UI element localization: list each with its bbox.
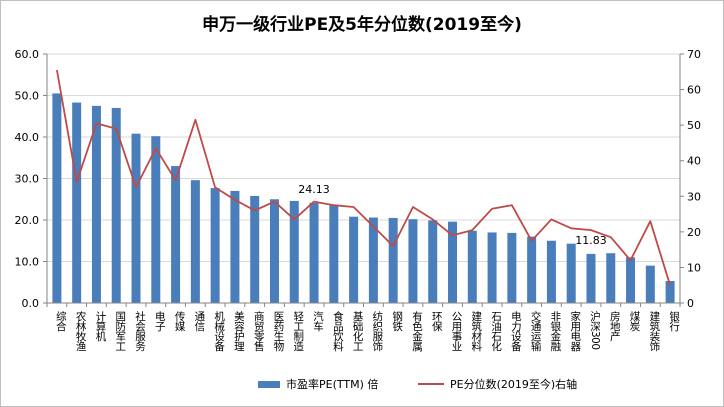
y-left-tick-label: 60.0: [15, 48, 40, 61]
chart-title: 申万一级行业PE及5年分位数(2019至今): [202, 15, 522, 35]
category-label: 沪深300: [589, 310, 601, 349]
bar: [388, 217, 398, 303]
category-label: 建筑材料: [470, 310, 482, 352]
bar: [546, 240, 556, 303]
bar: [52, 93, 62, 303]
category-label: 交通运输: [530, 310, 542, 352]
bar: [428, 220, 438, 303]
legend-label-pe: 市盈率PE(TTM) 倍: [286, 378, 379, 391]
category-label: 农林牧渔: [75, 310, 87, 352]
category-label: 国防军工: [114, 311, 126, 351]
bar: [329, 205, 339, 303]
bar: [269, 199, 279, 303]
category-label: 通信: [193, 311, 205, 332]
category-label: 综合: [55, 310, 67, 332]
bar: [368, 217, 378, 303]
y-right-tick-label: 50: [687, 119, 701, 132]
category-label: 环保: [431, 311, 443, 332]
bar: [606, 253, 616, 303]
y-left-tick-label: 40.0: [15, 131, 40, 144]
category-label: 石油石化: [490, 311, 502, 352]
y-left-tick-label: 20.0: [15, 214, 40, 227]
bar: [349, 216, 359, 303]
y-right-tick-label: 0: [687, 297, 694, 310]
category-label: 建筑装饰: [648, 310, 660, 352]
category-label: 有色金属: [411, 310, 423, 352]
bar: [171, 166, 181, 303]
bar: [91, 105, 101, 303]
category-label: 计算机: [94, 310, 106, 342]
y-right-tick-label: 60: [687, 84, 701, 97]
bar: [190, 180, 200, 303]
legend-bar-swatch: [258, 380, 280, 388]
bar: [645, 265, 655, 303]
bar: [665, 281, 675, 303]
legend-label-percentile: PE分位数(2019至今)右轴: [450, 378, 578, 391]
category-label: 银行: [668, 310, 680, 332]
bar: [408, 219, 418, 303]
legend-item-pe: 市盈率PE(TTM) 倍: [258, 376, 378, 392]
category-label: 机械设备: [213, 310, 225, 352]
category-label: 轻工制造: [292, 310, 304, 351]
y-right-tick-label: 20: [687, 226, 701, 239]
bar: [72, 102, 82, 304]
bar-data-label: 11.83: [575, 234, 607, 247]
legend-line-swatch: [418, 383, 444, 385]
chart-legend: 市盈率PE(TTM) 倍 PE分位数(2019至今)右轴: [0, 376, 724, 394]
category-label: 电子: [154, 310, 166, 331]
category-label: 非银金融: [549, 311, 561, 352]
legend-item-percentile: PE分位数(2019至今)右轴: [418, 376, 577, 392]
bar: [230, 190, 240, 303]
category-label: 医药生物: [272, 311, 284, 352]
category-label: 纺织服饰: [371, 310, 383, 352]
bar: [626, 257, 636, 303]
bar: [151, 136, 161, 303]
category-label: 家用电器: [569, 310, 581, 352]
category-label: 房地产: [609, 310, 621, 342]
bar: [111, 107, 121, 303]
category-label: 煤炭: [629, 310, 641, 332]
bar: [467, 230, 477, 303]
category-label: 传媒: [174, 311, 186, 332]
category-label: 商贸零售: [253, 310, 265, 352]
bar-data-label: 24.13: [298, 183, 330, 196]
y-right-tick-label: 10: [687, 261, 701, 274]
bar: [487, 232, 497, 303]
category-label: 美容护理: [233, 310, 245, 351]
y-left-tick-label: 0.0: [22, 297, 40, 310]
bar: [210, 188, 220, 303]
bar: [131, 133, 141, 303]
bar: [586, 253, 596, 303]
y-left-tick-label: 10.0: [15, 256, 40, 269]
category-label: 汽车: [312, 310, 324, 332]
bar: [250, 195, 260, 303]
y-left-tick-label: 50.0: [15, 90, 40, 103]
category-label: 食品饮料: [332, 310, 344, 352]
bar: [448, 221, 458, 303]
category-label: 社会服务: [134, 310, 146, 352]
y-right-tick-label: 70: [687, 48, 701, 61]
percentile-line: [56, 69, 671, 286]
category-label: 电力设备: [510, 310, 522, 352]
y-left-tick-label: 30.0: [15, 173, 40, 186]
bar: [527, 236, 537, 303]
category-label: 基础化工: [352, 310, 364, 351]
bar: [289, 200, 299, 303]
category-label: 公用事业: [451, 311, 463, 351]
bar: [507, 232, 517, 303]
bar: [566, 243, 576, 303]
bar: [309, 202, 319, 303]
y-right-tick-label: 40: [687, 155, 701, 168]
y-right-tick-label: 30: [687, 190, 701, 203]
category-label: 钢铁: [391, 310, 403, 332]
